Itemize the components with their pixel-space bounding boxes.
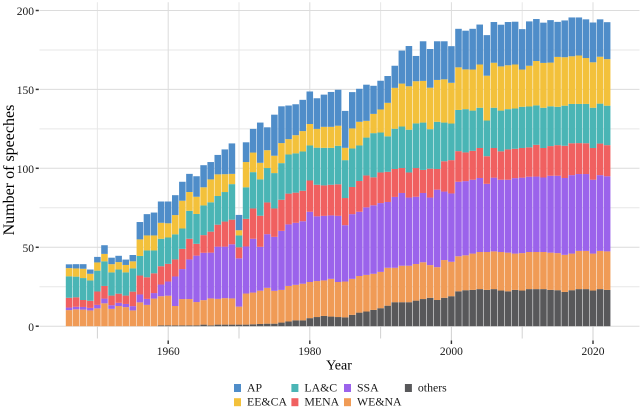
svg-text:1980: 1980 [298, 346, 321, 358]
svg-text:others: others [418, 380, 447, 394]
svg-text:200: 200 [17, 6, 35, 18]
svg-text:100: 100 [17, 164, 35, 176]
svg-text:MENA: MENA [304, 395, 339, 409]
svg-text:SSA: SSA [357, 380, 379, 394]
svg-text:AP: AP [247, 380, 263, 394]
svg-text:0: 0 [28, 322, 34, 334]
svg-text:WE&NA: WE&NA [357, 395, 402, 409]
svg-text:Number of speeches: Number of speeches [1, 105, 18, 236]
svg-text:2000: 2000 [440, 346, 463, 358]
svg-text:EE&CA: EE&CA [247, 395, 287, 409]
svg-text:1960: 1960 [157, 346, 180, 358]
svg-text:150: 150 [17, 85, 35, 97]
svg-text:Year: Year [326, 359, 352, 374]
svg-text:50: 50 [23, 243, 35, 255]
svg-text:2020: 2020 [582, 346, 605, 358]
svg-text:LA&C: LA&C [304, 380, 337, 394]
